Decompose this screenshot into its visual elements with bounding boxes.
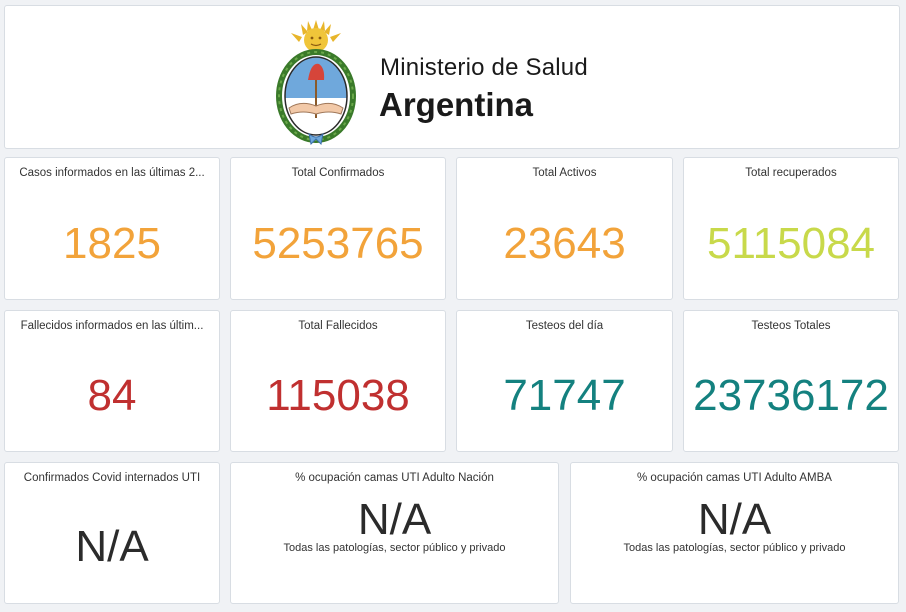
card-value: 23736172 xyxy=(693,371,889,420)
coat-of-arms-logo xyxy=(276,20,356,146)
card-title: Total recuperados xyxy=(745,167,837,179)
card-subtitle: Todas las patologías, sector público y p… xyxy=(623,542,846,554)
card-recent-cases[interactable]: Casos informados en las últimas 2... 182… xyxy=(4,157,220,300)
card-subtitle: Todas las patologías, sector público y p… xyxy=(283,542,506,554)
card-value: 71747 xyxy=(503,371,626,420)
card-title: Total Fallecidos xyxy=(298,320,378,332)
card-tests-today[interactable]: Testeos del día 71747 xyxy=(456,310,673,452)
card-value: N/A xyxy=(357,495,432,544)
card-recent-deaths[interactable]: Fallecidos informados en las últim... 84 xyxy=(4,310,220,452)
card-total-deaths[interactable]: Total Fallecidos 115038 xyxy=(230,310,446,452)
card-icu-occupancy-amba[interactable]: % ocupación camas UTI Adulto AMBA N/A To… xyxy=(570,462,899,604)
card-value: 5253765 xyxy=(252,219,424,268)
card-title: Testeos del día xyxy=(525,320,604,332)
card-title: Casos informados en las últimas 2... xyxy=(19,167,205,179)
card-title: Total Confirmados xyxy=(291,167,385,179)
ministry-name: Ministerio de Salud xyxy=(380,54,588,81)
card-value: N/A xyxy=(75,522,149,571)
card-tests-total[interactable]: Testeos Totales 23736172 xyxy=(683,310,899,452)
header-panel: Ministerio de Salud Argentina xyxy=(4,5,900,149)
card-total-active[interactable]: Total Activos 23643 xyxy=(456,157,673,300)
card-value: 115038 xyxy=(266,371,410,420)
card-value: 5115084 xyxy=(706,219,876,268)
card-title: Total Activos xyxy=(532,167,597,179)
card-title: % ocupación camas UTI Adulto Nación xyxy=(295,472,494,484)
card-value: 1825 xyxy=(63,219,161,268)
card-value: N/A xyxy=(697,495,772,544)
card-icu-occupancy-nation[interactable]: % ocupación camas UTI Adulto Nación N/A … xyxy=(230,462,559,604)
card-total-recovered[interactable]: Total recuperados 5115084 xyxy=(683,157,899,300)
card-title: Testeos Totales xyxy=(751,320,831,332)
card-title: Confirmados Covid internados UTI xyxy=(23,472,201,484)
card-title: % ocupación camas UTI Adulto AMBA xyxy=(637,472,832,484)
card-total-confirmed[interactable]: Total Confirmados 5253765 xyxy=(230,157,446,300)
card-value: 84 xyxy=(87,371,137,420)
country-name: Argentina xyxy=(379,86,534,123)
card-title: Fallecidos informados en las últim... xyxy=(20,320,204,332)
card-value: 23643 xyxy=(503,219,626,268)
card-icu-confirmed[interactable]: Confirmados Covid internados UTI N/A xyxy=(4,462,220,604)
